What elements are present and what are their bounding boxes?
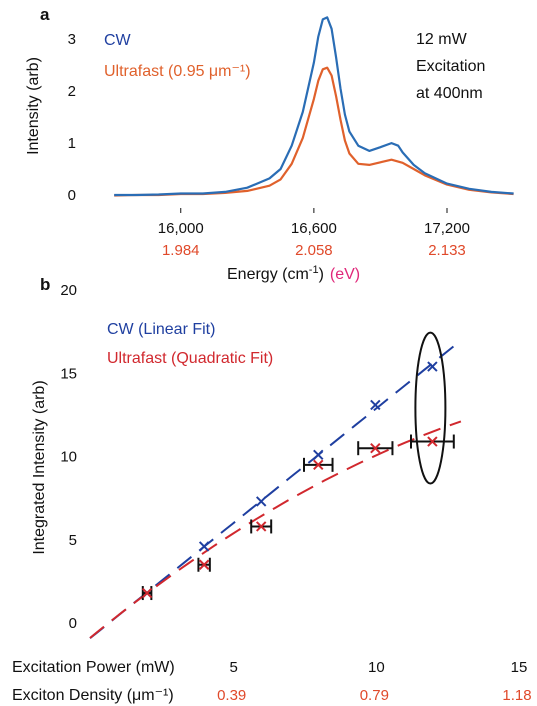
cw-data-point — [427, 361, 438, 372]
legend-cw-linear-fit: CW (Linear Fit) — [107, 321, 215, 338]
annotation-line-1: 12 mW — [416, 31, 468, 48]
panel-a-series — [114, 16, 514, 197]
ultrafast-data-point — [313, 459, 324, 471]
panel-a-ev-tick-label: 2.133 — [428, 242, 466, 259]
panel-b-density-ticks: 0.39 0.79 1.18 — [217, 687, 532, 704]
cw-spectrum-line — [114, 16, 514, 197]
cw-data-point — [313, 449, 324, 461]
ultrafast-data-point — [141, 587, 153, 599]
panel-b-y-tick-label: 20 — [60, 282, 77, 299]
ultrafast-data-point — [255, 521, 267, 532]
panel-a-ev-tick-label: 2.058 — [295, 242, 333, 259]
highlight-ellipse — [414, 331, 447, 485]
cw-data-point-stroke — [255, 496, 267, 507]
ultrafast-data-point-stroke — [313, 459, 324, 471]
cw-data-point — [255, 496, 267, 507]
ultrafast-data-point — [427, 436, 438, 447]
panel-b-y-tick-label: 10 — [60, 449, 77, 466]
ultrafast-quadratic-fit-line — [89, 420, 462, 639]
ultrafast-data-point-stroke — [370, 442, 381, 454]
x-axis-label-ev: (eV) — [330, 266, 360, 283]
panel-a-x-tick-label: 17,200 — [424, 220, 470, 237]
x-axis-label-sup: -1 — [309, 264, 319, 276]
panel-b: b Integrated Intensity (arb) 0 5 10 15 20 5 1… — [12, 275, 532, 704]
panel-a-ev-ticks: 1.984 2.058 2.133 — [162, 242, 466, 259]
annotation-line-3: at 400nm — [416, 85, 483, 102]
panel-a-y-tick-label: 3 — [68, 31, 76, 48]
ultrafast-data-point-stroke — [141, 587, 153, 599]
panel-b-y-ticks: 0 5 10 15 20 — [60, 282, 77, 632]
panel-a-y-tick-label: 0 — [68, 187, 76, 204]
panel-a-y-tick-label: 1 — [68, 135, 76, 152]
panel-a: a Intensity (arb) 0 1 2 3 16,000 16,600 17,20… — [25, 5, 514, 283]
cw-data-point-stroke — [313, 449, 324, 461]
panel-b-fit-lines — [89, 339, 462, 639]
ultrafast-data-point-stroke — [255, 521, 267, 532]
panel-b-y-axis-label: Integrated Intensity (arb) — [31, 380, 48, 554]
legend-ultrafast-quadratic-fit: Ultrafast (Quadratic Fit) — [107, 350, 273, 367]
x-axis-label-close: ) — [319, 266, 324, 283]
panel-b-label: b — [40, 275, 50, 294]
panel-a-y-axis-label: Intensity (arb) — [25, 57, 42, 155]
ultrafast-data-point-stroke — [198, 559, 210, 570]
panel-a-y-ticks: 0 1 2 3 — [68, 31, 76, 204]
panel-b-x-tick-label: 15 — [511, 659, 528, 676]
cw-data-point — [198, 541, 210, 552]
ultrafast-data-point — [198, 559, 210, 570]
annotation-line-2: Excitation — [416, 58, 485, 75]
panel-a-x-tick-label: 16,000 — [158, 220, 204, 237]
legend-ultrafast: Ultrafast (0.95 μm⁻¹) — [104, 63, 251, 80]
cw-linear-fit-line — [89, 339, 462, 639]
panel-b-x-tick-label: 10 — [368, 659, 385, 676]
x-axis-label-main: Energy (cm — [227, 266, 309, 283]
ultrafast-data-point — [370, 442, 381, 454]
panel-a-ev-tick-label: 1.984 — [162, 242, 200, 259]
panel-a-x-ticks: 16,000 16,600 17,200 — [158, 208, 470, 237]
panel-b-x-ticks: 5 10 15 — [229, 659, 527, 676]
panel-b-density-label: Exciton Density (μm⁻¹) — [12, 687, 174, 704]
panel-b-y-tick-label: 15 — [60, 365, 77, 382]
panel-b-density-tick-label: 1.18 — [502, 687, 531, 704]
panel-a-label: a — [40, 5, 50, 24]
panel-a-x-tick-label: 16,600 — [291, 220, 337, 237]
cw-data-point-stroke — [198, 541, 210, 552]
panel-b-density-tick-label: 0.39 — [217, 687, 246, 704]
panel-b-x-tick-label: 5 — [229, 659, 237, 676]
panel-b-y-tick-label: 0 — [69, 615, 77, 632]
panel-b-x-axis-label: Excitation Power (mW) — [12, 659, 175, 676]
panel-b-y-tick-label: 5 — [69, 532, 77, 549]
panel-a-x-axis-label: Energy (cm-1) (eV) — [227, 264, 360, 283]
panel-b-density-tick-label: 0.79 — [360, 687, 389, 704]
cw-data-point-stroke — [427, 361, 438, 372]
panel-b-points — [141, 331, 455, 601]
ultrafast-data-point-stroke — [427, 436, 438, 447]
cw-data-point — [370, 399, 381, 411]
legend-cw: CW — [104, 32, 132, 49]
cw-data-point-stroke — [370, 399, 381, 411]
panel-a-y-tick-label: 2 — [68, 83, 76, 100]
